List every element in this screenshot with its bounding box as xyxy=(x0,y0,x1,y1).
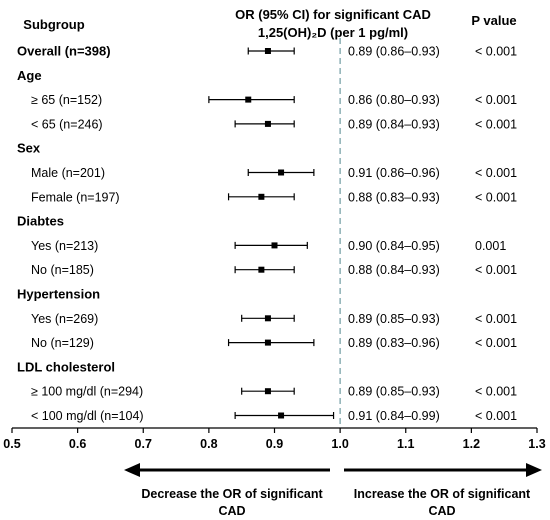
subgroup-label: Yes (n=269) xyxy=(31,312,98,326)
or-point-marker xyxy=(258,193,265,200)
x-tick-label: 1.1 xyxy=(397,437,414,451)
subgroup-label: No (n=185) xyxy=(31,263,94,277)
p-value: < 0.001 xyxy=(475,336,517,350)
or-point-marker xyxy=(264,315,271,322)
x-tick-label: 1.2 xyxy=(463,437,480,451)
x-tick-label: 0.5 xyxy=(3,437,20,451)
or-point-marker xyxy=(278,412,285,419)
x-tick-label: 1.0 xyxy=(331,437,348,451)
or-point-marker xyxy=(264,48,271,54)
or-point-marker xyxy=(278,169,285,176)
increase-label-line1: Increase the OR of significant xyxy=(354,487,531,501)
decrease-label-line1: Decrease the OR of significant xyxy=(141,487,323,501)
subgroup-label: Female (n=197) xyxy=(31,190,120,204)
decrease-label-line2: CAD xyxy=(218,504,245,518)
group-heading: Hypertension xyxy=(17,287,100,302)
group-heading: Age xyxy=(17,68,42,83)
or-ci-value: 0.88 (0.83–0.93) xyxy=(348,190,440,204)
or-point-marker xyxy=(264,120,271,127)
decrease-arrow xyxy=(124,463,330,477)
group-heading: Diabtes xyxy=(17,214,64,229)
forest-rows: Overall (n=398) 0.89 (0.86–0.93) < 0.001 Ag… xyxy=(17,44,517,424)
p-value: < 0.001 xyxy=(475,93,517,107)
increase-label-line2: CAD xyxy=(428,504,455,518)
x-tick-label: 0.9 xyxy=(266,437,283,451)
p-value: < 0.001 xyxy=(475,263,517,277)
or-point-marker xyxy=(258,266,265,273)
or-ci-value: 0.91 (0.86–0.96) xyxy=(348,166,440,180)
subgroup-label: ≥ 100 mg/dl (n=294) xyxy=(31,385,143,399)
subgroup-label: Yes (n=213) xyxy=(31,239,98,253)
p-value: 0.001 xyxy=(475,239,506,253)
group-heading: Sex xyxy=(17,141,41,156)
x-tick-label: 0.7 xyxy=(135,437,152,451)
subgroup-label: ≥ 65 (n=152) xyxy=(31,93,102,107)
p-value-column-header: P value xyxy=(471,13,516,28)
or-ci-value: 0.89 (0.85–0.93) xyxy=(348,385,440,399)
or-ci-value: 0.89 (0.84–0.93) xyxy=(348,117,440,131)
x-axis: 0.5 0.6 0.7 0.8 0.9 1.0 1.1 1.2 1.3 xyxy=(3,427,546,451)
or-point-marker xyxy=(264,388,271,395)
subgroup-label: < 100 mg/dl (n=104) xyxy=(31,409,144,423)
or-ci-value: 0.88 (0.84–0.93) xyxy=(348,263,440,277)
x-tick-label: 1.3 xyxy=(528,437,545,451)
subgroup-label: < 65 (n=246) xyxy=(31,117,103,131)
or-ci-value: 0.89 (0.86–0.93) xyxy=(348,45,440,59)
or-ci-value: 0.90 (0.84–0.95) xyxy=(348,239,440,253)
group-heading: LDL cholesterol xyxy=(17,359,115,374)
x-tick-label: 0.8 xyxy=(200,437,217,451)
subgroup-label: No (n=129) xyxy=(31,336,94,350)
or-point-marker xyxy=(271,242,278,249)
or-ci-value: 0.89 (0.83–0.96) xyxy=(348,336,440,350)
p-value: < 0.001 xyxy=(475,166,517,180)
or-point-marker xyxy=(245,96,252,103)
chart-title: OR (95% CI) for significant CAD xyxy=(235,7,431,22)
p-value: < 0.001 xyxy=(475,312,517,326)
x-tick-label: 0.6 xyxy=(69,437,86,451)
subgroup-column-header: Subgroup xyxy=(23,17,84,32)
p-value: < 0.001 xyxy=(475,117,517,131)
or-ci-value: 0.89 (0.85–0.93) xyxy=(348,312,440,326)
or-point-marker xyxy=(264,339,271,346)
increase-arrow xyxy=(344,463,542,477)
chart-subtitle: 1,25(OH)₂D (per 1 pg/ml) xyxy=(258,25,408,40)
or-ci-value: 0.91 (0.84–0.99) xyxy=(348,409,440,423)
p-value: < 0.001 xyxy=(475,45,517,59)
p-value: < 0.001 xyxy=(475,385,517,399)
subgroup-label: Overall (n=398) xyxy=(17,44,111,59)
p-value: < 0.001 xyxy=(475,409,517,423)
or-ci-value: 0.86 (0.80–0.93) xyxy=(348,93,440,107)
p-value: < 0.001 xyxy=(475,190,517,204)
subgroup-label: Male (n=201) xyxy=(31,166,105,180)
